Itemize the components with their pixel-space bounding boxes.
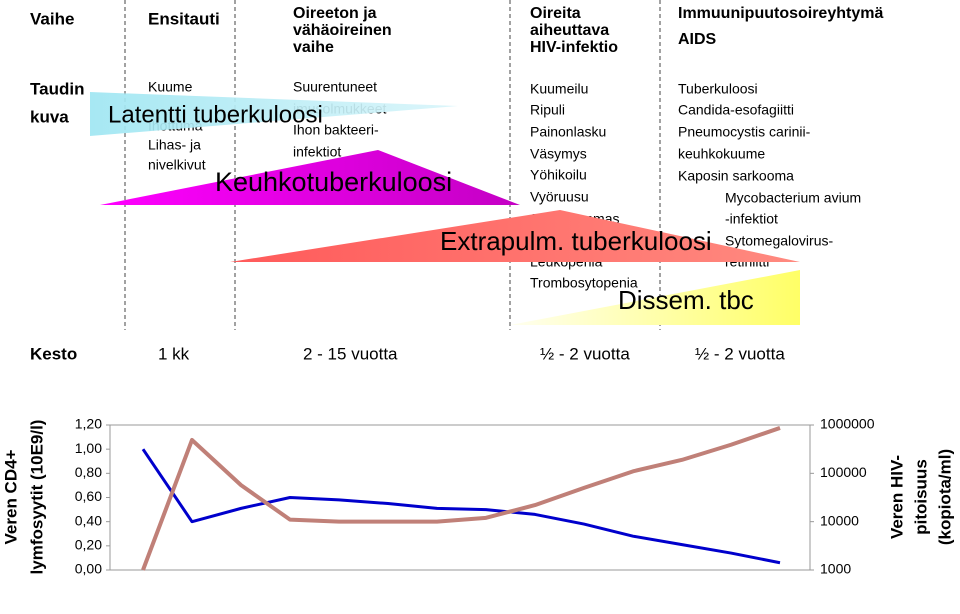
y2-axis-label: (kopiota/ml) xyxy=(935,449,954,545)
symptom: Ripuli xyxy=(530,102,565,118)
symptom: Kuume xyxy=(148,79,193,95)
duration: 1 kk xyxy=(158,344,190,363)
symptom: infektiot xyxy=(293,144,341,160)
y-tick-label: 0,80 xyxy=(75,464,102,480)
wedge-label: Latentti tuberkuloosi xyxy=(108,101,323,128)
y-tick-label: 1,00 xyxy=(75,440,102,456)
column-header: aiheuttava xyxy=(530,22,609,39)
column-header: AIDS xyxy=(678,31,717,48)
symptom: Tuberkuloosi xyxy=(678,81,758,97)
y2-tick-label: 10000 xyxy=(820,512,859,528)
duration: ½ - 2 vuotta xyxy=(540,344,630,363)
symptom: Yöhikoilu xyxy=(530,167,587,183)
y-tick-label: 0,60 xyxy=(75,488,102,504)
symptom: Mycobacterium avium xyxy=(725,190,861,206)
symptom: Vyöruusu xyxy=(530,189,589,205)
y-axis-label: lymfosyytit (10E9/l) xyxy=(27,420,46,575)
column-header: Ensitauti xyxy=(148,9,220,28)
symptom: Ihon bakteeri- xyxy=(293,122,379,138)
y-tick-label: 0,00 xyxy=(75,561,102,577)
column-header: Oireeton ja xyxy=(293,5,377,22)
symptom: Väsymys xyxy=(530,146,587,162)
symptom: Painonlasku xyxy=(530,124,606,140)
disease-wedge xyxy=(90,92,458,136)
symptom: -infektiot xyxy=(725,211,778,227)
y2-tick-label: 1000000 xyxy=(820,416,875,432)
column-header: Immuunipuutosoireyhtymä xyxy=(678,5,883,22)
column-header: Oireita xyxy=(530,5,581,22)
symptom: Kaposin sarkooma xyxy=(678,168,794,184)
y-tick-label: 0,40 xyxy=(75,512,102,528)
disease-wedge xyxy=(100,150,520,205)
row-label: Kesto xyxy=(30,344,77,363)
y2-axis-label: Veren HIV- xyxy=(887,455,906,539)
y2-tick-label: 1000 xyxy=(820,561,851,577)
symptom: Trombosytopenia xyxy=(530,275,638,291)
duration: 2 - 15 vuotta xyxy=(303,344,398,363)
data-line xyxy=(141,448,781,565)
column-header: HIV-infektio xyxy=(530,39,618,56)
y2-tick-label: 100000 xyxy=(820,464,867,480)
y-tick-label: 1,20 xyxy=(75,416,102,432)
row-label: kuva xyxy=(30,107,69,126)
symptom: Candida-esofagiitti xyxy=(678,102,794,118)
row-label: Taudin xyxy=(30,79,84,98)
symptom: nivelkivut xyxy=(148,157,206,173)
symptom: Sytomegalovirus- xyxy=(725,233,833,249)
y2-axis-label: pitoisuus xyxy=(911,459,930,535)
column-header: Vaihe xyxy=(30,9,74,28)
wedge-label: Extrapulm. tuberkuloosi xyxy=(440,226,712,256)
symptom: Pneumocystis carinii- xyxy=(678,124,811,140)
column-header: vähäoireinen xyxy=(293,22,392,39)
y-axis-label: Veren CD4+ xyxy=(1,449,20,544)
data-line xyxy=(141,426,781,571)
column-header: vaihe xyxy=(293,39,334,56)
column-dividers xyxy=(124,0,661,330)
disease-wedge xyxy=(230,210,800,262)
wedge-label: Dissem. tbc xyxy=(618,285,754,315)
y-tick-label: 0,20 xyxy=(75,537,102,553)
duration: ½ - 2 vuotta xyxy=(695,344,785,363)
symptom: Kuumeilu xyxy=(530,81,588,97)
disease-wedge xyxy=(510,270,800,325)
symptom: Suurentuneet xyxy=(293,79,377,95)
wedge-label: Keuhkotuberkuloosi xyxy=(215,167,452,197)
symptom: Lihas- ja xyxy=(148,137,201,153)
symptom: keuhkokuume xyxy=(678,146,765,162)
